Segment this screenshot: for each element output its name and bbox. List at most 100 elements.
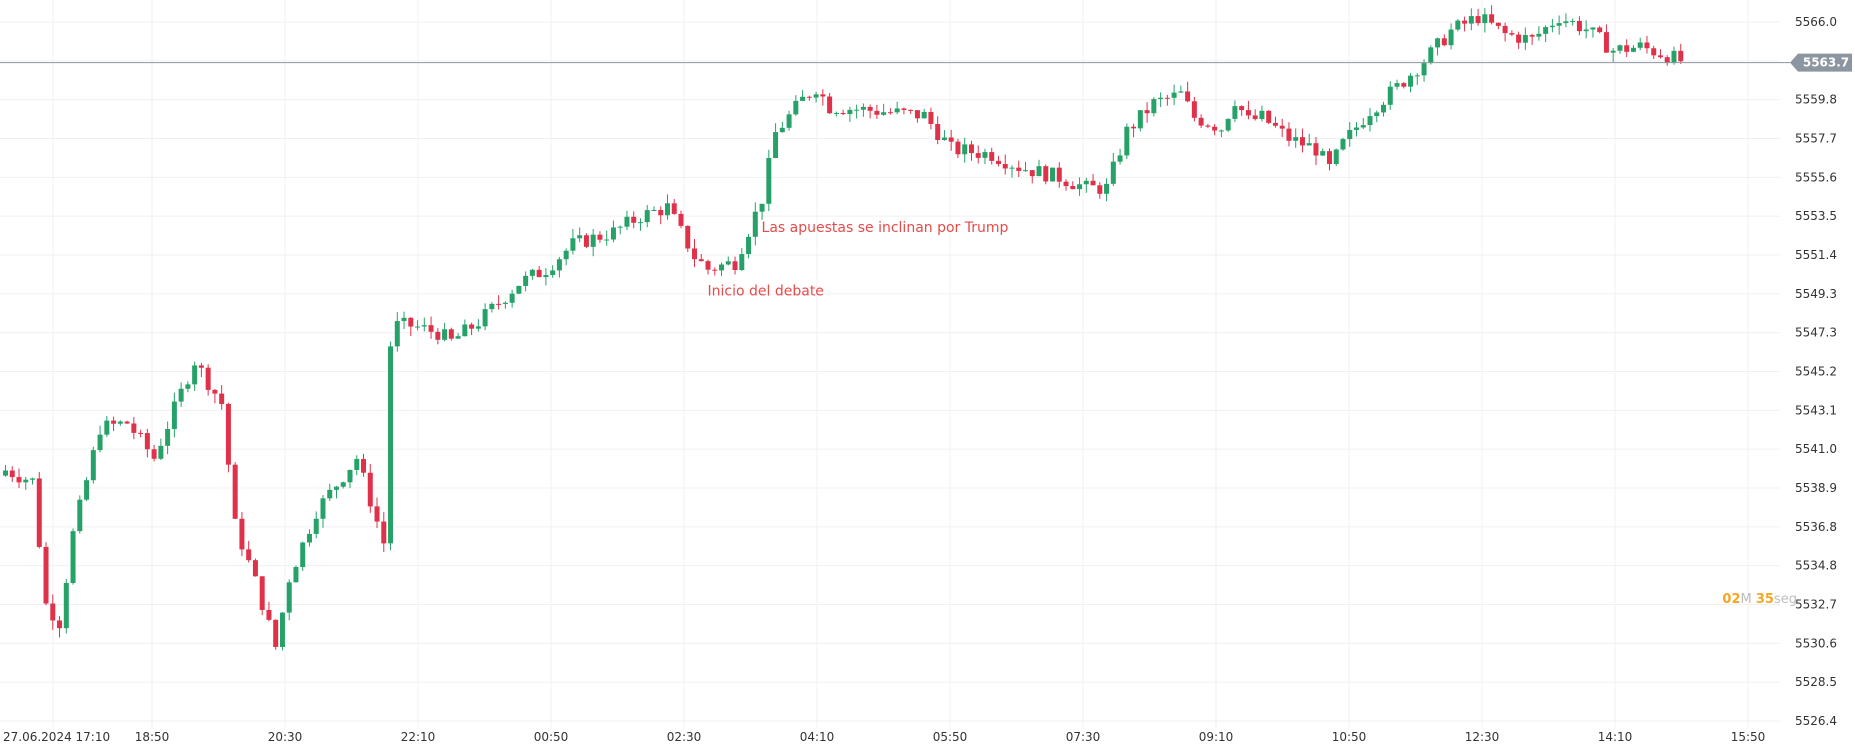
x-tick-label: 14:10 xyxy=(1598,730,1633,744)
x-tick-label: 15:50 xyxy=(1731,730,1766,744)
y-tick-label: 5555.6 xyxy=(1795,170,1837,184)
candle-body xyxy=(1036,166,1042,177)
candle-body xyxy=(1178,91,1184,93)
candle-body xyxy=(327,489,333,499)
countdown-seconds-unit: seg xyxy=(1773,592,1797,607)
candle-body xyxy=(421,325,427,327)
y-tick-label: 5541.0 xyxy=(1795,442,1837,456)
candle-body xyxy=(1374,112,1380,117)
candle-body xyxy=(867,106,873,111)
candle-body xyxy=(671,203,677,214)
candle-body xyxy=(23,479,29,483)
candle-body xyxy=(523,275,529,286)
candle-body xyxy=(874,110,880,115)
candle-body xyxy=(1435,38,1441,48)
candle-body xyxy=(1408,75,1414,87)
candle-body xyxy=(313,518,319,534)
candle-body xyxy=(70,531,76,583)
candle-body xyxy=(158,445,164,459)
candle-body xyxy=(273,619,279,647)
candle-body xyxy=(955,141,961,155)
candle-body xyxy=(252,560,258,577)
candle-body xyxy=(1002,163,1008,169)
candle-body xyxy=(415,326,421,328)
candle-body xyxy=(1252,115,1258,120)
candle-body xyxy=(685,225,691,249)
candle-body xyxy=(77,499,83,532)
candle-body xyxy=(1394,83,1400,87)
candle-body xyxy=(1630,47,1636,52)
candle-body xyxy=(1428,47,1434,64)
candle-body xyxy=(617,226,623,228)
candle-body xyxy=(773,132,779,158)
candle-body xyxy=(590,234,596,247)
candle-body xyxy=(1286,128,1292,141)
candle-body xyxy=(1401,83,1407,87)
candle-body xyxy=(367,472,373,507)
x-tick-label: 27.06.2024 17:10 xyxy=(3,730,110,744)
candle-body xyxy=(1381,104,1387,113)
candle-body xyxy=(104,420,110,435)
candle-body xyxy=(1637,42,1643,48)
candle-body xyxy=(408,317,414,327)
candle-body xyxy=(1502,25,1508,34)
candle-body xyxy=(374,506,380,522)
candle-body xyxy=(827,96,833,114)
y-tick-label: 5528.5 xyxy=(1795,675,1837,689)
candle-body xyxy=(1617,45,1623,51)
candle-body xyxy=(1225,118,1231,131)
candle-body xyxy=(1110,161,1116,184)
candle-body xyxy=(30,478,36,480)
y-tick-label: 5559.8 xyxy=(1795,93,1837,107)
candle-body xyxy=(435,331,441,340)
candle-body xyxy=(847,109,853,115)
candle-body xyxy=(928,111,934,124)
candle-body xyxy=(90,450,96,481)
candle-body xyxy=(361,458,367,473)
y-tick-label: 5530.6 xyxy=(1795,636,1837,650)
candle-body xyxy=(1063,181,1069,187)
x-tick-label: 07:30 xyxy=(1066,730,1101,744)
candle-body xyxy=(1468,16,1474,24)
candle-body xyxy=(746,236,752,255)
candle-body xyxy=(1347,129,1353,140)
candle-body xyxy=(455,336,461,339)
candle-body xyxy=(131,423,137,433)
candle-body xyxy=(354,458,360,470)
candle-body xyxy=(1117,155,1123,162)
candle-body xyxy=(921,111,927,119)
candle-body xyxy=(1509,33,1515,35)
candle-body xyxy=(1367,116,1373,126)
candle-body xyxy=(840,112,846,115)
candle-body xyxy=(266,609,272,620)
candle-body xyxy=(428,325,434,332)
candle-body xyxy=(529,269,535,276)
candle-body xyxy=(300,542,306,568)
candle-body xyxy=(57,620,63,629)
candle-body xyxy=(631,216,637,223)
y-tick-label: 5526.4 xyxy=(1795,714,1837,728)
y-tick-label: 5547.3 xyxy=(1795,326,1837,340)
y-tick-label: 5543.1 xyxy=(1795,403,1837,417)
candle-body xyxy=(914,110,920,119)
candle-body xyxy=(192,365,198,385)
countdown-minutes: 02 xyxy=(1722,592,1741,607)
candle-body xyxy=(1164,97,1170,99)
grid-lines xyxy=(0,0,1780,729)
candle-body xyxy=(1050,167,1056,182)
candle-body xyxy=(1333,149,1339,164)
candle-body xyxy=(1151,99,1157,114)
candle-body xyxy=(1462,20,1468,24)
candle-body xyxy=(556,259,562,271)
candle-body xyxy=(995,160,1001,164)
y-tick-label: 5538.9 xyxy=(1795,481,1837,495)
candle-body xyxy=(1624,45,1630,52)
candle-body xyxy=(225,403,231,465)
candle-body xyxy=(1043,166,1049,182)
price-tag-label: 5563.7 xyxy=(1803,56,1849,70)
candle-body xyxy=(644,210,650,223)
candle-body xyxy=(678,213,684,226)
candle-body xyxy=(3,470,8,476)
candle-body xyxy=(1603,32,1609,53)
